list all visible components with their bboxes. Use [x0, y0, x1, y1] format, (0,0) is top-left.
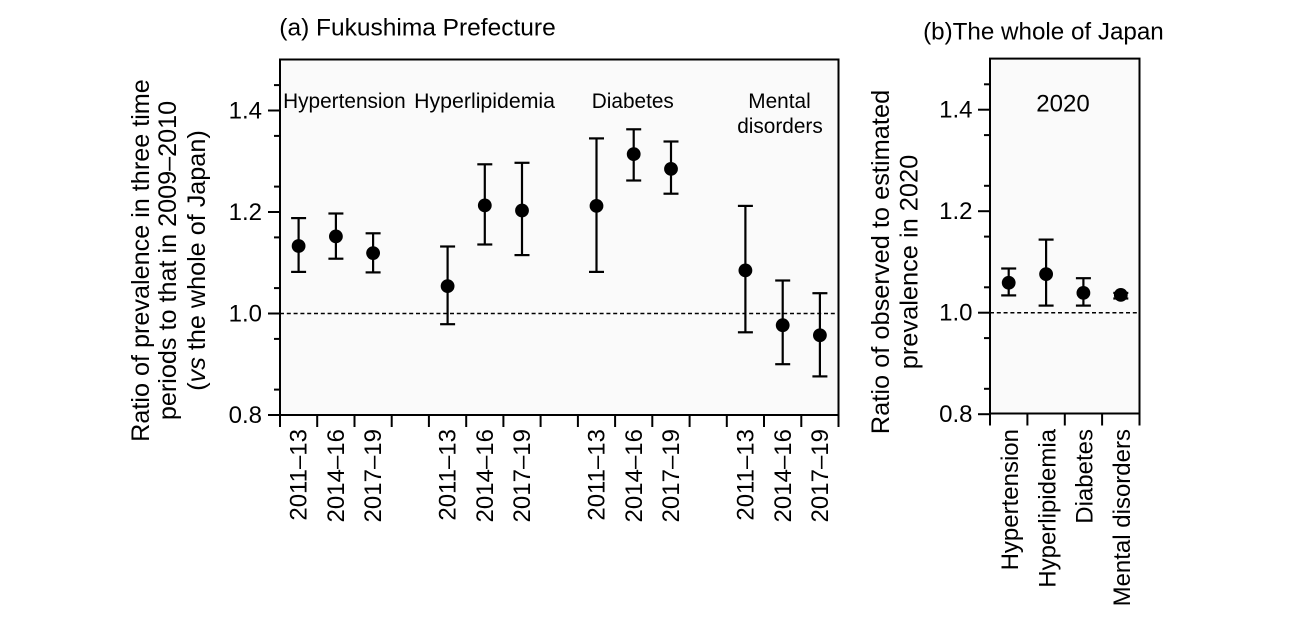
svg-text:2020: 2020: [1036, 90, 1089, 117]
svg-text:Mental: Mental: [748, 90, 810, 113]
svg-text:0.8: 0.8: [939, 401, 972, 428]
svg-text:1.2: 1.2: [939, 198, 972, 225]
svg-text:Hyperlipidemia: Hyperlipidemia: [1034, 428, 1061, 587]
svg-text:1.4: 1.4: [939, 97, 972, 124]
svg-text:1.4: 1.4: [229, 98, 262, 125]
svg-text:Ratio of prevalence in three t: Ratio of prevalence in three time: [127, 79, 155, 442]
svg-text:disorders: disorders: [737, 115, 823, 138]
svg-text:1.0: 1.0: [229, 301, 262, 328]
svg-text:Hypertension: Hypertension: [283, 90, 406, 113]
svg-text:2017–19: 2017–19: [509, 429, 536, 522]
svg-text:2017–19: 2017–19: [360, 429, 387, 522]
svg-text:2011–13: 2011–13: [584, 429, 611, 521]
svg-text:1.2: 1.2: [229, 199, 262, 226]
svg-text:2017–19: 2017–19: [658, 429, 685, 522]
svg-text:Hypertension: Hypertension: [997, 429, 1024, 570]
svg-text:prevalence in 2020: prevalence in 2020: [896, 155, 924, 370]
svg-text:periods to that in 2009–2010: periods to that in 2009–2010: [154, 101, 182, 420]
svg-text:(a) Fukushima Prefecture: (a) Fukushima Prefecture: [279, 15, 555, 42]
svg-text:2014–16: 2014–16: [323, 429, 350, 522]
svg-text:2014–16: 2014–16: [621, 429, 648, 522]
svg-text:2014–16: 2014–16: [770, 429, 797, 522]
svg-text:Diabetes: Diabetes: [592, 90, 674, 113]
svg-text:0.8: 0.8: [229, 402, 262, 429]
svg-text:(vs the whole of Japan): (vs the whole of Japan): [183, 130, 211, 390]
svg-text:Diabetes: Diabetes: [1072, 429, 1099, 524]
svg-text:2017–19: 2017–19: [807, 429, 834, 522]
svg-text:Hyperlipidemia: Hyperlipidemia: [414, 89, 555, 113]
svg-text:2011–13: 2011–13: [733, 429, 760, 521]
svg-text:2011–13: 2011–13: [435, 429, 462, 521]
svg-text:(b)The whole of Japan: (b)The whole of Japan: [923, 18, 1164, 45]
svg-text:2011–13: 2011–13: [286, 429, 313, 521]
svg-text:2014–16: 2014–16: [472, 429, 499, 522]
svg-text:1.0: 1.0: [939, 300, 972, 327]
svg-text:Mental disorders: Mental disorders: [1109, 429, 1136, 606]
svg-text:Ratio of observed to estimated: Ratio of observed to estimated: [867, 90, 895, 434]
